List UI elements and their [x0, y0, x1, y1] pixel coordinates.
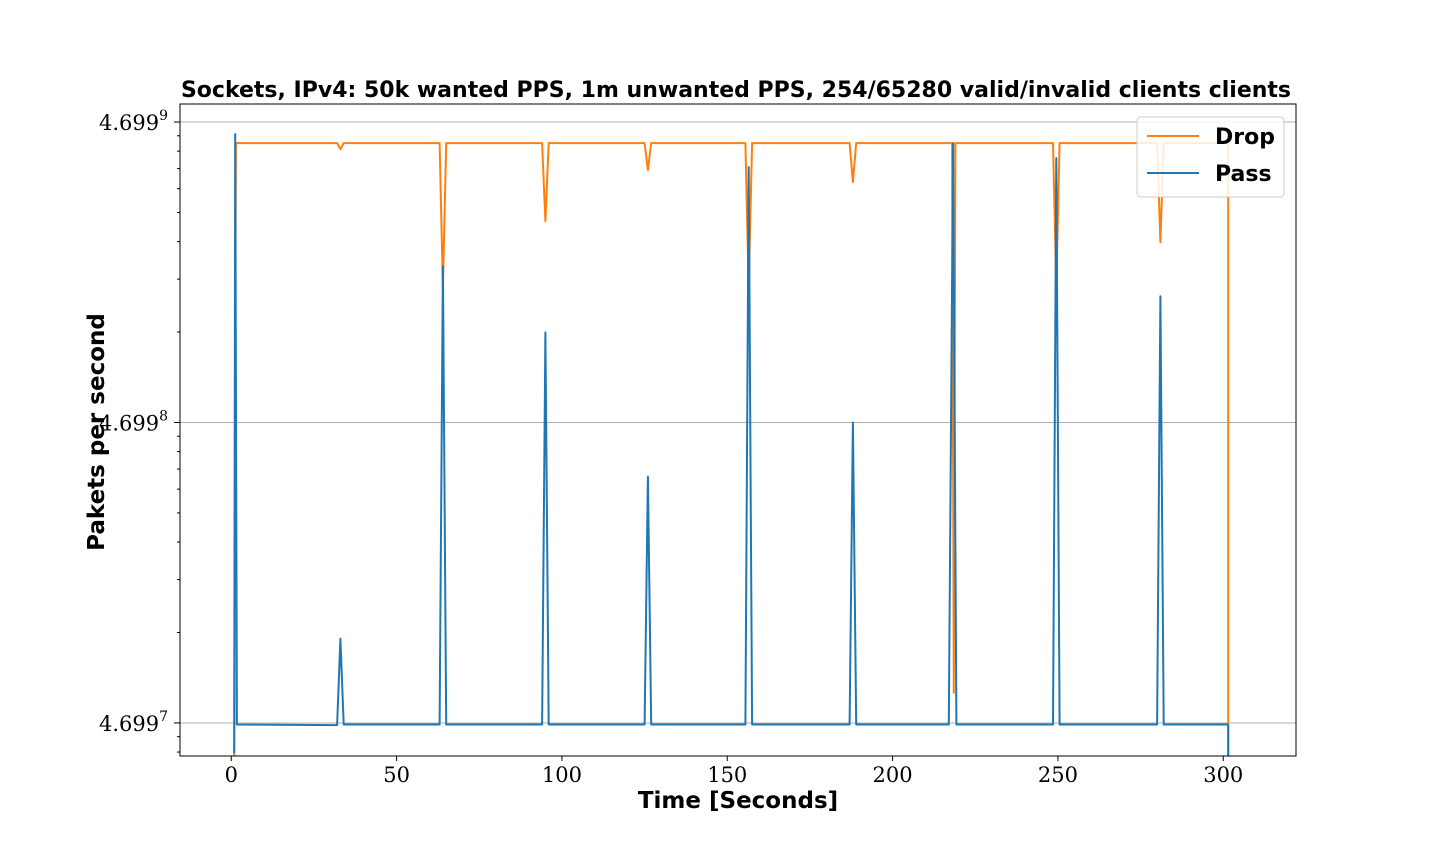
legend-label-pass: Pass: [1215, 162, 1272, 187]
series-line-drop: [233, 142, 1230, 757]
x-tick-label: 300: [1203, 763, 1243, 787]
x-tick-label: 250: [1038, 763, 1078, 787]
x-tick-label: 150: [707, 763, 747, 787]
x-axis-ticks: 0 50 100 150 200 250 300: [225, 756, 1243, 787]
legend-label-drop: Drop: [1215, 125, 1275, 150]
plot-area-frame: [179, 103, 1297, 757]
x-tick-label: 100: [542, 763, 582, 787]
y-axis-label: Pakets per second: [84, 313, 110, 551]
chart-title: Sockets, IPv4: 50k wanted PPS, 1m unwant…: [181, 78, 1291, 103]
legend: Drop Pass: [1136, 116, 1285, 198]
series-lines: [233, 133, 1230, 757]
x-tick-label: 200: [873, 763, 913, 787]
x-tick-label: 50: [383, 763, 410, 787]
y-tick-label: 4.6999: [99, 108, 168, 135]
x-tick-label: 0: [225, 763, 238, 787]
series-line-pass: [233, 133, 1230, 756]
y-tick-label: 4.6997: [99, 709, 168, 736]
gridlines: [180, 121, 1296, 724]
y-tick-label: 4.6998: [99, 408, 168, 435]
y-axis-ticks: 4.6997 4.6998 4.6999: [99, 108, 180, 753]
x-axis-label: Time [Seconds]: [638, 788, 838, 814]
